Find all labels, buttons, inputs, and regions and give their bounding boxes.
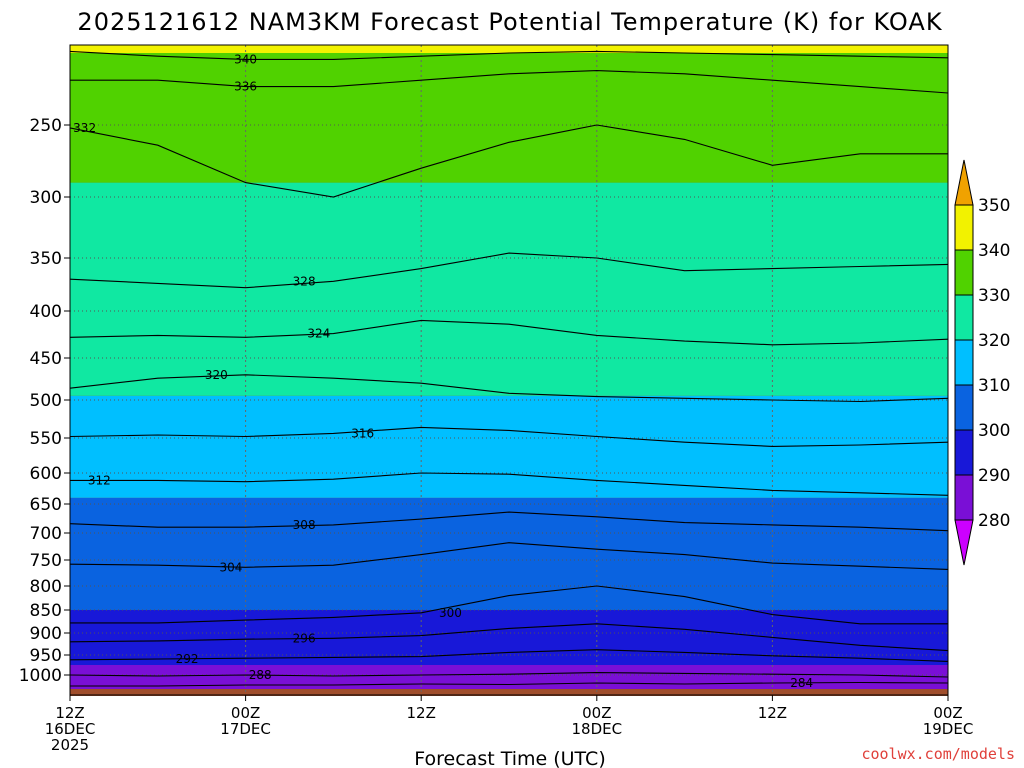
y-tick-label: 1000 (19, 666, 62, 686)
contour-label: 304 (220, 560, 243, 574)
contour-label: 312 (88, 473, 111, 487)
fill-band (70, 497, 948, 610)
colorbar-swatch (954, 294, 974, 341)
credit-text: coolwx.com/models (861, 745, 1015, 763)
fill-band (70, 45, 948, 53)
contour-label: 284 (790, 676, 813, 690)
contour-300 (70, 585, 948, 625)
colorbar-swatch (954, 339, 974, 386)
y-tick-label: 300 (30, 188, 62, 208)
colorbar: 280 290 300 310 320 330 340 350 (954, 159, 1010, 566)
chart-title: 2025121612 NAM3KM Forecast Potential Tem… (77, 8, 942, 36)
y-tick-label: 700 (30, 524, 62, 544)
colorbar-swatch (954, 429, 974, 476)
x-tick-label: 18DEC (572, 720, 623, 738)
contour-336 (70, 70, 949, 94)
contour-292 (69, 649, 949, 662)
contour-312 (70, 472, 949, 496)
colorbar-tick-label: 300 (978, 421, 1010, 441)
x-tick-label: 00Z (933, 704, 962, 722)
x-axis-label: Forecast Time (UTC) (414, 748, 605, 768)
fill-band (70, 395, 948, 498)
y-tick-label: 900 (30, 624, 62, 644)
y-tick-label: 800 (30, 577, 62, 597)
fill-band (70, 610, 948, 665)
x-tick-label: 12Z (407, 704, 436, 722)
contour-label: 300 (439, 606, 462, 620)
x-tick-label: 16DEC (45, 720, 96, 738)
contour-288 (69, 672, 949, 678)
y-tick-label: 450 (30, 349, 62, 369)
y-tick-label: 500 (30, 391, 62, 411)
y-tick-label: 750 (30, 551, 62, 571)
fill-band (70, 182, 948, 396)
colorbar-tick-label: 340 (978, 241, 1010, 261)
x-tick-label: 00Z (582, 704, 611, 722)
colorbar-min-extend (954, 519, 974, 566)
contour-316 (69, 426, 949, 447)
colorbar-swatch (954, 249, 974, 296)
contour-label: 332 (73, 121, 96, 135)
grid-lines (69, 44, 949, 696)
contour-label: 320 (205, 368, 228, 382)
y-tick-label: 600 (30, 464, 62, 484)
contour-label: 328 (293, 274, 316, 288)
x-tick-label: 17DEC (220, 720, 271, 738)
y-tick-label: 650 (30, 495, 62, 515)
y-tick-label: 950 (30, 646, 62, 666)
contour-308 (69, 511, 949, 532)
y-tick-label: 250 (30, 116, 62, 136)
colorbar-tick-label: 280 (978, 511, 1010, 531)
contour-332 (69, 124, 948, 198)
contour-304 (69, 542, 949, 570)
colorbar-tick-label: 350 (978, 196, 1010, 216)
x-tick-label: 2025 (51, 736, 89, 754)
colorbar-tick-label: 320 (978, 331, 1010, 351)
colorbar-tick-label: 310 (978, 376, 1010, 396)
contour-label: 292 (176, 652, 199, 666)
contour-label: 340 (234, 52, 257, 66)
contour-340 (69, 50, 949, 60)
colorbar-max-extend (954, 159, 974, 206)
contour-label: 296 (293, 631, 316, 645)
contour-328 (69, 252, 949, 289)
x-tick-label: 00Z (231, 704, 260, 722)
plot-frame (69, 44, 949, 696)
y-tick-label: 350 (30, 249, 62, 269)
contour-label: 324 (307, 327, 330, 341)
contour-284 (70, 681, 949, 687)
x-tick-label: 19DEC (923, 720, 974, 738)
colorbar-swatch (954, 384, 974, 431)
x-tick-label: 12Z (758, 704, 787, 722)
contour-296 (69, 623, 949, 652)
contour-label: 336 (234, 80, 257, 94)
colorbar-swatch (954, 474, 974, 521)
contour-label: 316 (351, 426, 374, 440)
colorbar-tick-label: 330 (978, 286, 1010, 306)
y-axis: 250 300 350 400 450 500 550 600 650 700 750 800 850 9… (19, 116, 70, 686)
contour-label: 308 (293, 518, 316, 532)
contour-label: 288 (249, 668, 272, 682)
plot-area (70, 45, 948, 696)
colorbar-swatch (954, 204, 974, 251)
x-tick-label: 12Z (55, 704, 84, 722)
fill-band (70, 53, 948, 183)
colorbar-tick-label: 290 (978, 466, 1010, 486)
contour-324 (69, 319, 949, 346)
y-tick-label: 550 (30, 429, 62, 449)
y-tick-label: 850 (30, 601, 62, 621)
y-tick-label: 400 (30, 302, 62, 322)
contour-lines: 284 288 292 296 300 304 308 312 316 320 324 328 332 3… (69, 50, 949, 690)
contour-320 (69, 374, 949, 403)
